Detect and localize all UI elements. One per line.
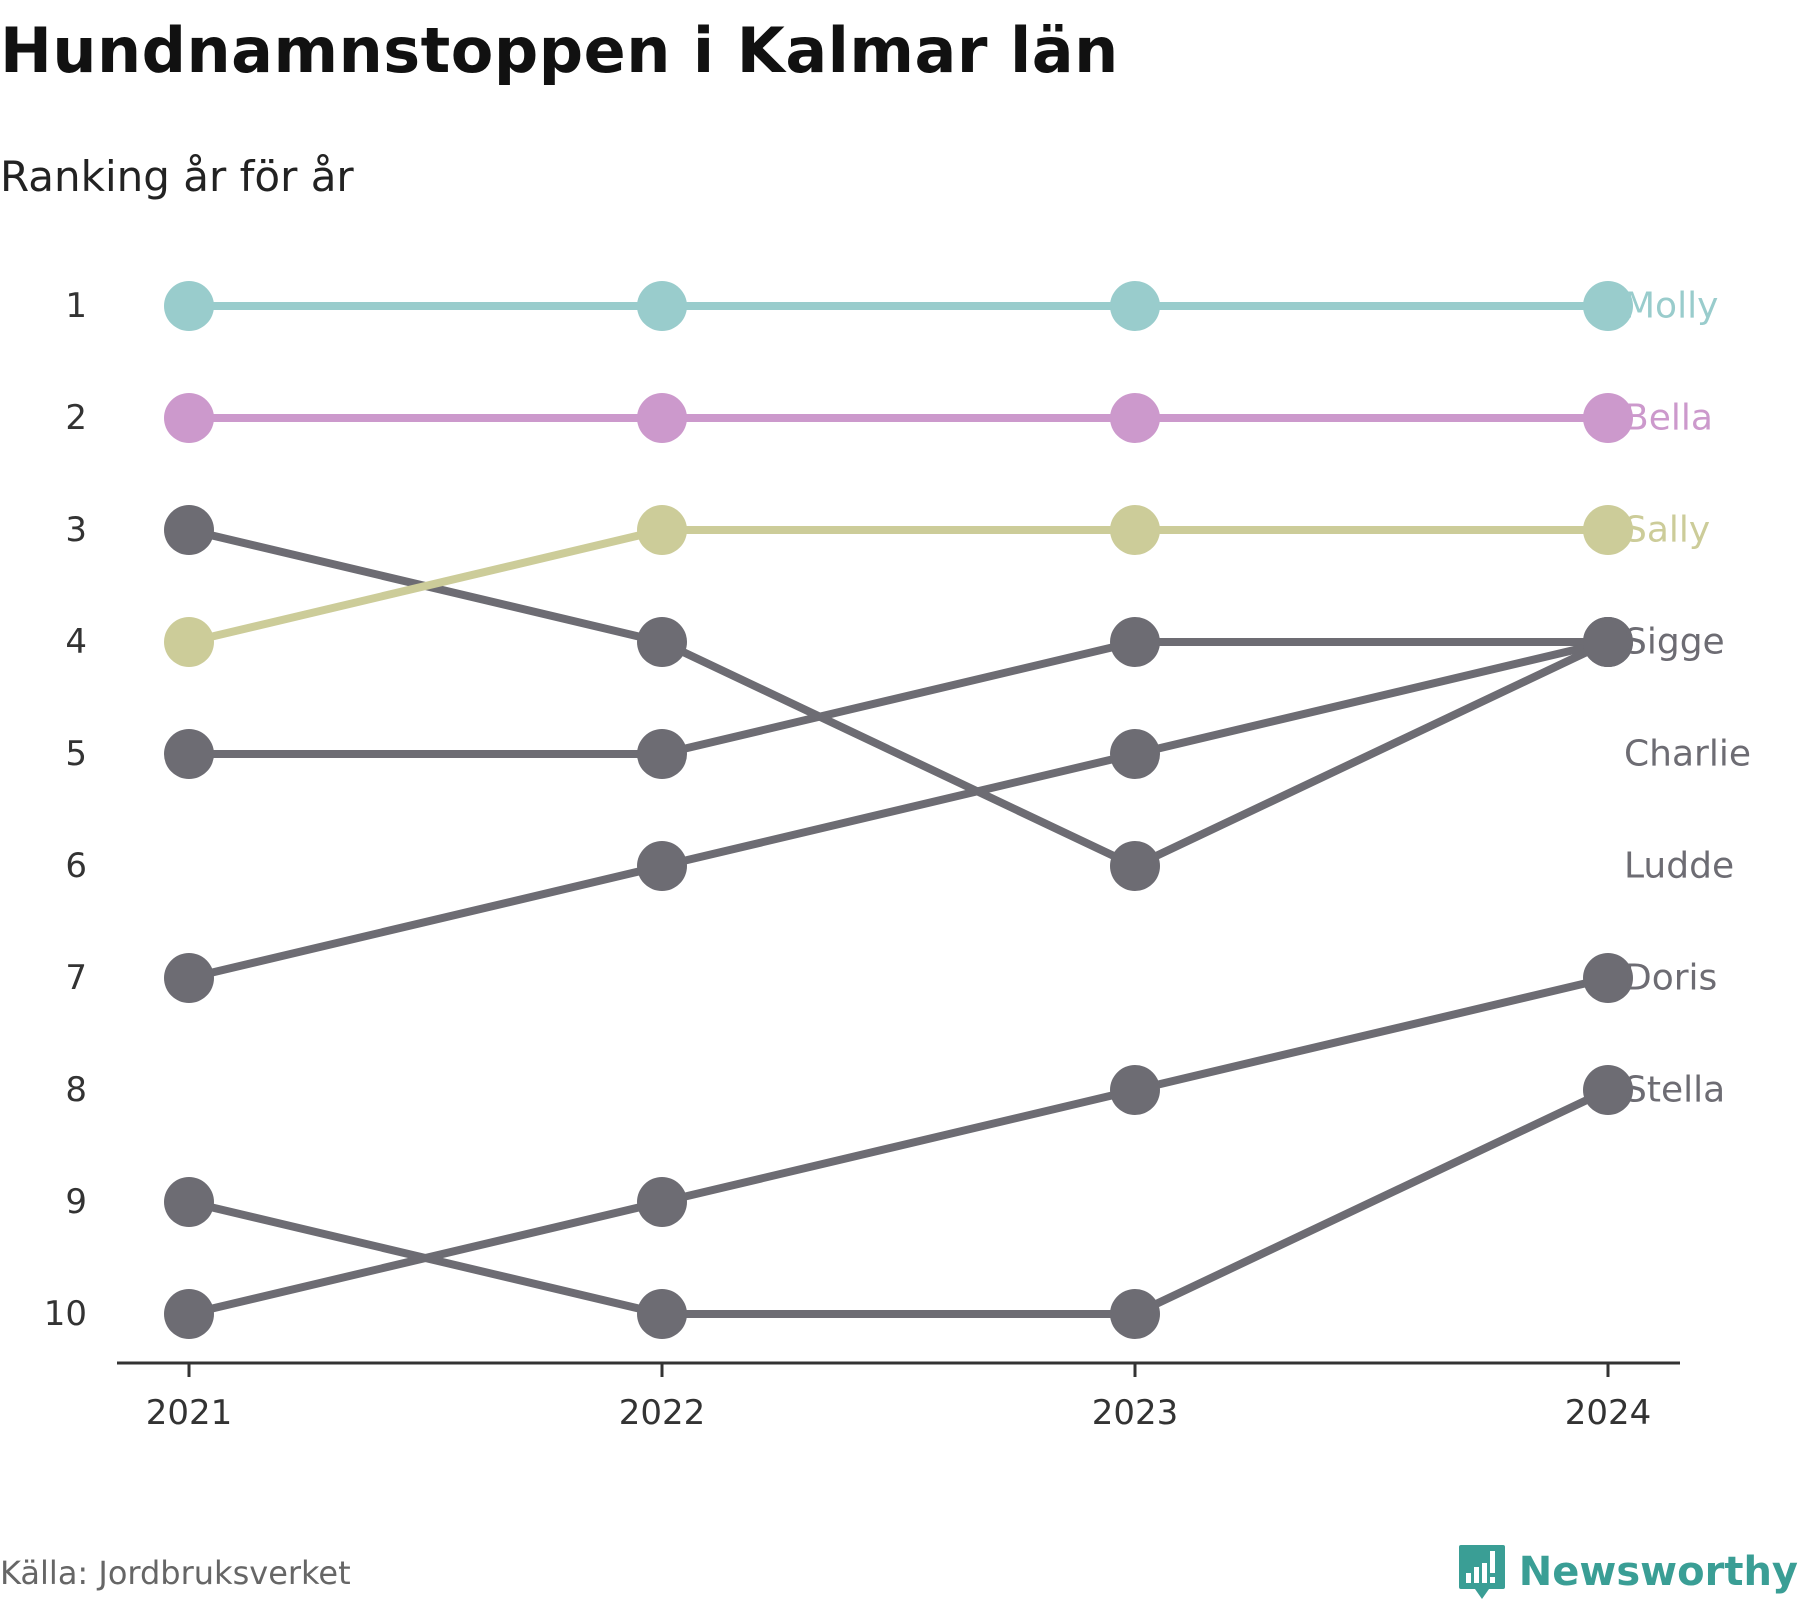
data-point-bella [637,393,687,443]
y-tick-label: 1 [65,286,87,326]
series-label-doris: Doris [1624,958,1717,999]
x-tick-label: 2021 [146,1393,233,1433]
y-tick-label: 3 [65,510,87,550]
x-tick-label: 2022 [619,1393,706,1433]
brand-name: Newsworthy [1518,1549,1798,1595]
data-point-molly [1110,281,1160,331]
data-point-sally [637,505,687,555]
data-point-sigge [1110,617,1160,667]
series-lines [185,302,1612,1318]
series-label-sally: Sally [1624,510,1710,551]
series-label-molly: Molly [1624,286,1718,327]
data-point-doris [1110,1065,1160,1115]
y-tick-label: 5 [65,734,87,774]
y-tick-label: 8 [65,1070,87,1110]
source-note: Källa: Jordbruksverket [0,1554,351,1592]
chart-subtitle: Ranking år för år [0,152,354,201]
data-point-sally [164,617,214,667]
data-point-stella [164,1177,214,1227]
series-label-charlie: Charlie [1624,734,1751,775]
data-point-stella [1110,1289,1160,1339]
series-label-ludde: Ludde [1624,846,1734,887]
data-point-bella [1583,393,1633,443]
series-label-bella: Bella [1624,398,1713,439]
y-tick-label: 7 [65,958,87,998]
x-tick-label: 2024 [1565,1393,1652,1433]
data-point-sigge [164,729,214,779]
newsworthy-bar-chart-icon [1458,1545,1505,1599]
data-point-charlie [637,841,687,891]
data-point-stella [637,1289,687,1339]
data-point-molly [637,281,687,331]
data-point-ludde [1583,617,1633,667]
data-point-charlie [164,953,214,1003]
data-point-ludde [1110,841,1160,891]
y-tick-label: 2 [65,398,87,438]
data-point-doris [1583,953,1633,1003]
series-line-sally [185,526,1612,646]
series-labels: Molly Bella Sally Sigge Charlie Ludde Doris Ste… [1624,286,1751,1111]
data-point-sally [1583,505,1633,555]
data-point-bella [1110,393,1160,443]
series-line-sigge [185,638,1612,758]
data-point-bella [164,393,214,443]
data-point-ludde [637,617,687,667]
data-point-sigge [637,729,687,779]
data-point-sally [1110,505,1160,555]
series-line-stella [185,1086,1612,1318]
chart-title: Hundnamnstoppen i Kalmar län [0,14,1119,87]
data-point-molly [1583,281,1633,331]
y-tick-label: 9 [65,1182,87,1222]
bump-chart: 1 2 3 4 5 6 7 8 9 10 2021 2022 2023 2024 Molly Bella Sa… [44,281,1751,1433]
series-label-stella: Stella [1624,1070,1725,1111]
y-tick-label: 10 [44,1294,87,1334]
brand-logo: Newsworthy [1457,1543,1798,1601]
data-point-molly [164,281,214,331]
series-line-doris [185,974,1612,1318]
data-point-doris [164,1289,214,1339]
series-line-charlie [185,638,1612,982]
y-tick-label: 4 [65,622,87,662]
series-label-sigge: Sigge [1624,622,1725,663]
x-tick-label: 2023 [1092,1393,1179,1433]
data-point-ludde [164,505,214,555]
axis-layer: 1 2 3 4 5 6 7 8 9 10 2021 2022 2023 2024 [44,286,1680,1433]
data-point-stella [1583,1065,1633,1115]
data-point-doris [637,1177,687,1227]
y-tick-label: 6 [65,846,87,886]
series-points [164,281,1633,1339]
data-point-charlie [1110,729,1160,779]
